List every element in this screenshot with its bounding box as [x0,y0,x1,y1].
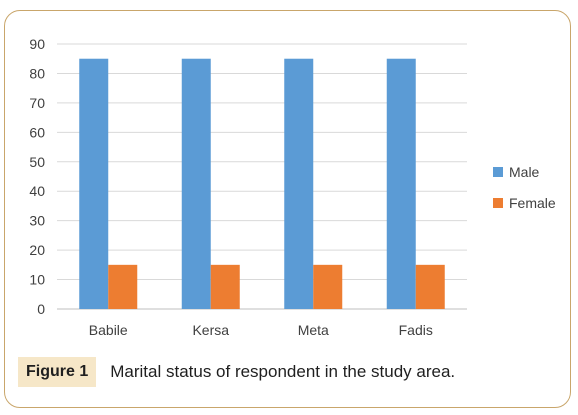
y-tick-label: 0 [37,301,45,317]
y-tick-label: 40 [29,183,45,199]
legend-swatch-male [493,167,503,177]
x-tick-label: Kersa [192,322,229,338]
x-tick-label: Fadis [399,322,433,338]
y-tick-label: 50 [29,154,45,170]
bar-female-fadis [415,264,445,309]
y-tick-label: 20 [29,242,45,258]
bar-male-meta [284,58,314,309]
y-tick-label: 90 [29,36,45,52]
bar-male-kersa [181,58,211,309]
caption-text: Marital status of respondent in the stud… [110,362,456,381]
bar-female-babile [108,264,138,309]
figure-caption: Figure 1 Marital status of respondent in… [18,357,455,387]
bar-male-fadis [386,58,416,309]
y-tick-label: 10 [29,272,45,288]
y-axis-tick-labels: 0 10 20 30 40 50 60 70 80 90 [29,36,45,317]
y-tick-label: 30 [29,213,45,229]
x-axis-tick-labels: Babile Kersa Meta Fadis [89,322,433,338]
y-tick-label: 60 [29,124,45,140]
y-tick-label: 80 [29,65,45,81]
x-tick-label: Babile [89,322,128,338]
figure-frame [4,10,571,408]
legend: Male Female [493,164,556,211]
bar-male-babile [79,58,109,309]
legend-label-female: Female [509,195,556,211]
y-tick-label: 70 [29,95,45,111]
bars [79,58,445,309]
bar-female-kersa [210,264,240,309]
legend-label-male: Male [509,164,540,180]
figure-number: Figure 1 [18,357,97,387]
legend-swatch-female [493,198,503,208]
x-tick-label: Meta [298,322,329,338]
bar-female-meta [313,264,343,309]
